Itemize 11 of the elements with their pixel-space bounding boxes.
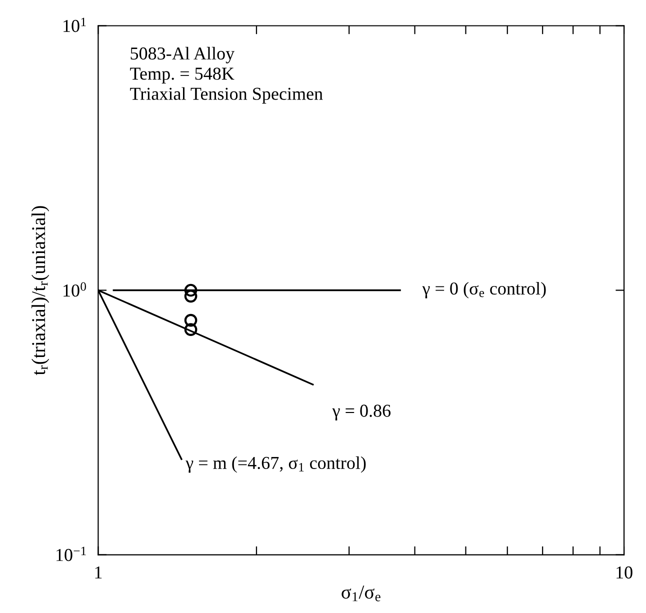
- y-axis-title: t$_{r}$(triaxial)/t$_{r}$(uniaxial): [32, 206, 50, 376]
- x-tick-label: 10: [616, 566, 632, 579]
- annotation: γ = m (=4.67, σ$_{1}$ control): [186, 456, 366, 473]
- y-tick-label: 10$^{1}$: [64, 18, 86, 32]
- y-tick-label: 10$^{0}$: [64, 282, 86, 297]
- x-axis-title: σ$_{1}$/σ$_{e}$: [342, 586, 380, 602]
- annotation: γ = 0.86: [332, 404, 391, 421]
- annotation: 5083-Al Alloy Temp. = 548K Triaxial Tension Specimen: [130, 46, 323, 104]
- y-tick-label: 10$^{−1}$: [56, 546, 86, 562]
- x-tick-label: 1: [95, 566, 102, 578]
- annotation: γ = 0 (σ$_{e}$ control): [422, 282, 546, 298]
